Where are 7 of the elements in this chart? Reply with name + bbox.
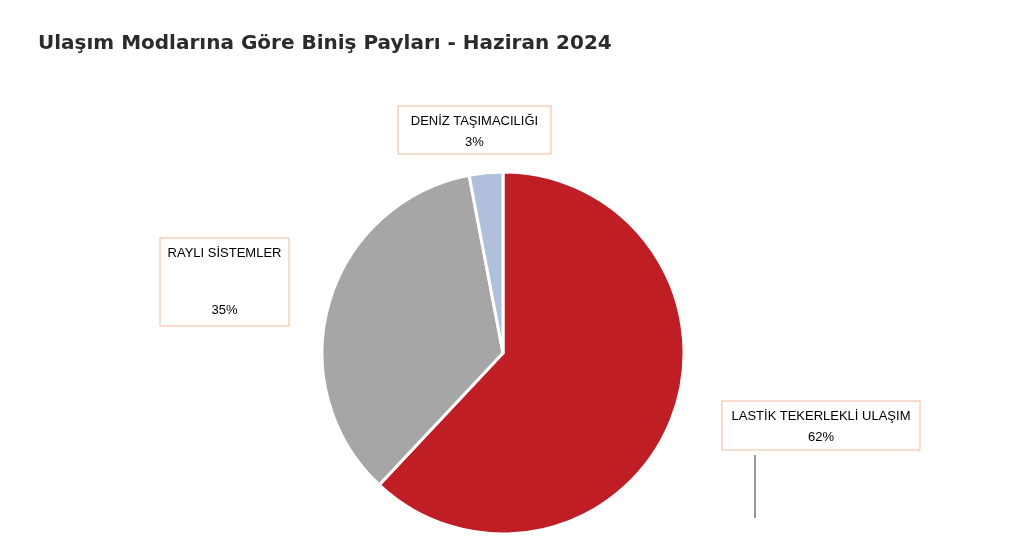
slice-label: DENİZ TAŞIMACILIĞI bbox=[410, 113, 539, 128]
data-label: 35% bbox=[211, 302, 238, 318]
slice-label: RAYLI SİSTEMLER bbox=[167, 245, 282, 260]
slice-label: LASTİK TEKERLEKLİ ULAŞIM bbox=[731, 408, 911, 423]
data-label: 3% bbox=[465, 134, 485, 149]
data-label: 62% bbox=[807, 429, 835, 444]
chart-title: Ulaşım Modlarına Göre Biniş Payları - Haziran 2024 bbox=[38, 30, 612, 54]
